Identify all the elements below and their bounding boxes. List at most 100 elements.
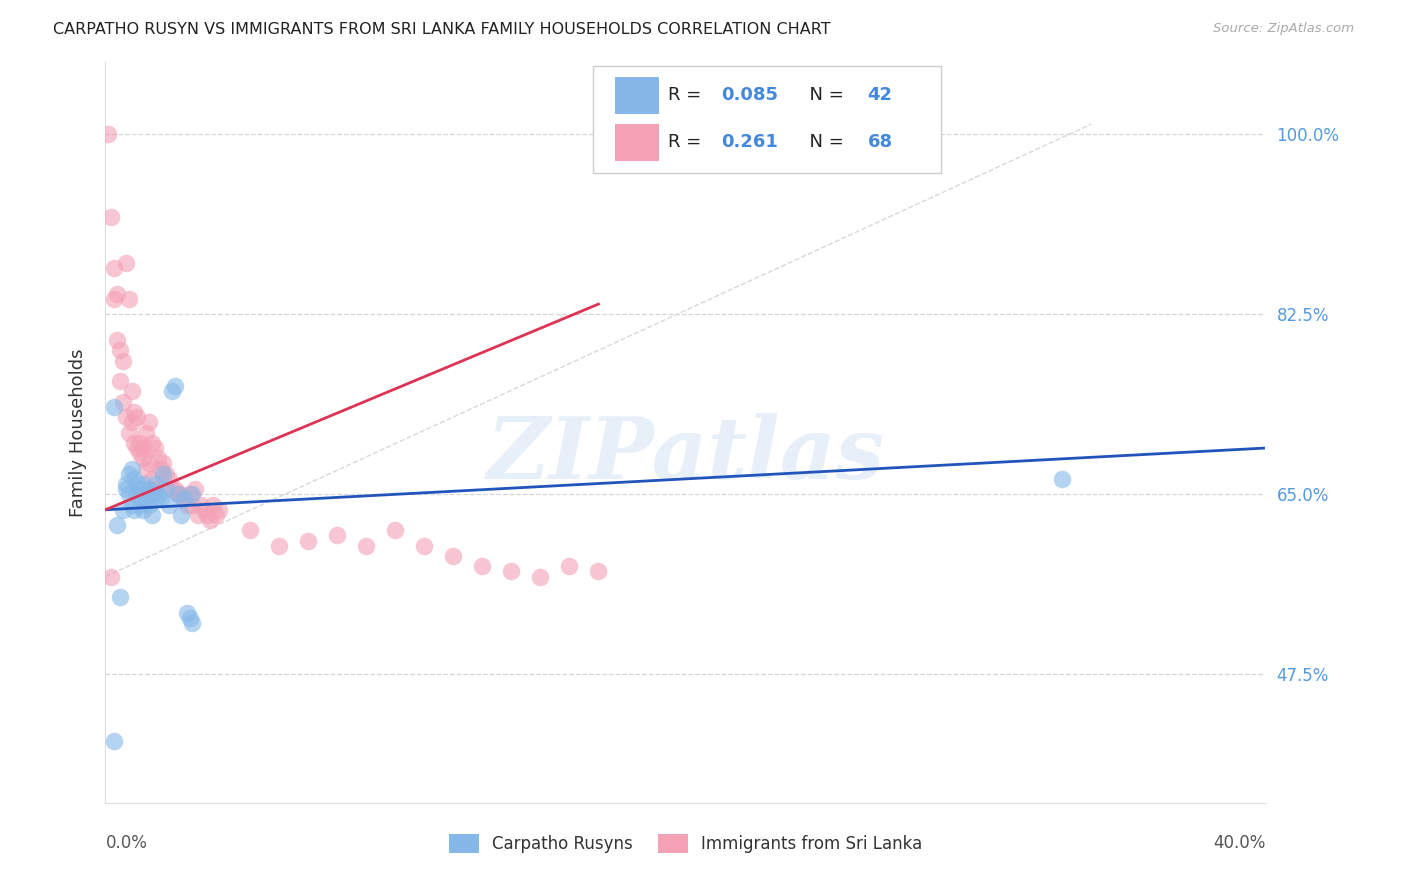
FancyBboxPatch shape — [593, 66, 941, 173]
Text: R =: R = — [668, 134, 713, 152]
Point — [181, 487, 204, 501]
Point — [114, 256, 136, 270]
Point — [135, 487, 157, 501]
Point — [193, 502, 215, 516]
Point — [384, 524, 406, 538]
Point — [118, 467, 141, 481]
Point — [121, 498, 143, 512]
Point — [143, 477, 166, 491]
Point — [558, 559, 581, 574]
Point — [152, 457, 174, 471]
Point — [167, 487, 190, 501]
Point — [124, 472, 146, 486]
Point — [114, 482, 136, 496]
Point — [141, 487, 163, 501]
Text: 40.0%: 40.0% — [1213, 834, 1265, 852]
Point — [124, 502, 146, 516]
Point — [152, 467, 174, 481]
Point — [105, 286, 128, 301]
Point — [108, 590, 131, 604]
Point — [103, 734, 125, 748]
Point — [114, 477, 136, 491]
Point — [108, 343, 131, 358]
Point — [146, 451, 169, 466]
Point — [356, 539, 378, 553]
Point — [132, 451, 155, 466]
Point — [103, 261, 125, 276]
Point — [129, 498, 152, 512]
Text: N =: N = — [799, 134, 849, 152]
Point — [138, 457, 160, 471]
Text: 0.0%: 0.0% — [105, 834, 148, 852]
Point — [129, 446, 152, 460]
Point — [127, 410, 149, 425]
Point — [97, 128, 120, 142]
Point — [198, 513, 221, 527]
Point — [143, 482, 166, 496]
Point — [187, 508, 209, 522]
Point — [239, 524, 262, 538]
Text: CARPATHO RUSYN VS IMMIGRANTS FROM SRI LANKA FAMILY HOUSEHOLDS CORRELATION CHART: CARPATHO RUSYN VS IMMIGRANTS FROM SRI LA… — [53, 22, 831, 37]
Point — [184, 482, 207, 496]
Point — [155, 482, 177, 496]
Point — [111, 353, 134, 368]
Point — [129, 436, 152, 450]
Point — [100, 210, 122, 224]
Point — [167, 487, 190, 501]
Point — [190, 498, 212, 512]
Text: 0.261: 0.261 — [721, 134, 779, 152]
Point — [173, 492, 195, 507]
Point — [149, 461, 172, 475]
Point — [127, 487, 149, 501]
Text: 42: 42 — [868, 86, 893, 104]
Point — [118, 425, 141, 440]
Point — [181, 498, 204, 512]
Point — [124, 436, 146, 450]
Point — [105, 333, 128, 347]
Point — [138, 482, 160, 496]
Point — [135, 492, 157, 507]
Point — [135, 425, 157, 440]
Point — [471, 559, 494, 574]
Point — [588, 565, 610, 579]
Point — [441, 549, 464, 563]
Point — [157, 472, 180, 486]
Point — [129, 482, 152, 496]
Point — [181, 615, 204, 630]
Point — [143, 441, 166, 455]
Point — [155, 467, 177, 481]
Point — [195, 508, 218, 522]
Text: 68: 68 — [868, 134, 893, 152]
Point — [105, 518, 128, 533]
Point — [138, 498, 160, 512]
Point — [326, 528, 349, 542]
Bar — [614, 77, 659, 113]
Point — [157, 498, 180, 512]
Point — [118, 292, 141, 306]
Point — [160, 384, 183, 399]
Text: R =: R = — [668, 86, 707, 104]
Point — [132, 441, 155, 455]
Point — [165, 379, 187, 393]
Text: ZIPatlas: ZIPatlas — [486, 413, 884, 497]
Point — [141, 472, 163, 486]
Point — [207, 502, 229, 516]
Point — [103, 400, 125, 414]
Point — [111, 394, 134, 409]
Point — [132, 502, 155, 516]
Y-axis label: Family Households: Family Households — [69, 349, 87, 516]
Point — [111, 502, 134, 516]
Point — [143, 492, 166, 507]
Text: N =: N = — [799, 86, 849, 104]
Point — [1052, 472, 1074, 486]
Point — [138, 415, 160, 429]
Point — [141, 508, 163, 522]
Point — [103, 292, 125, 306]
Text: 0.085: 0.085 — [721, 86, 779, 104]
Point — [100, 569, 122, 583]
Point — [127, 441, 149, 455]
Point — [146, 487, 169, 501]
Point — [176, 606, 198, 620]
Point — [127, 477, 149, 491]
Point — [165, 482, 187, 496]
